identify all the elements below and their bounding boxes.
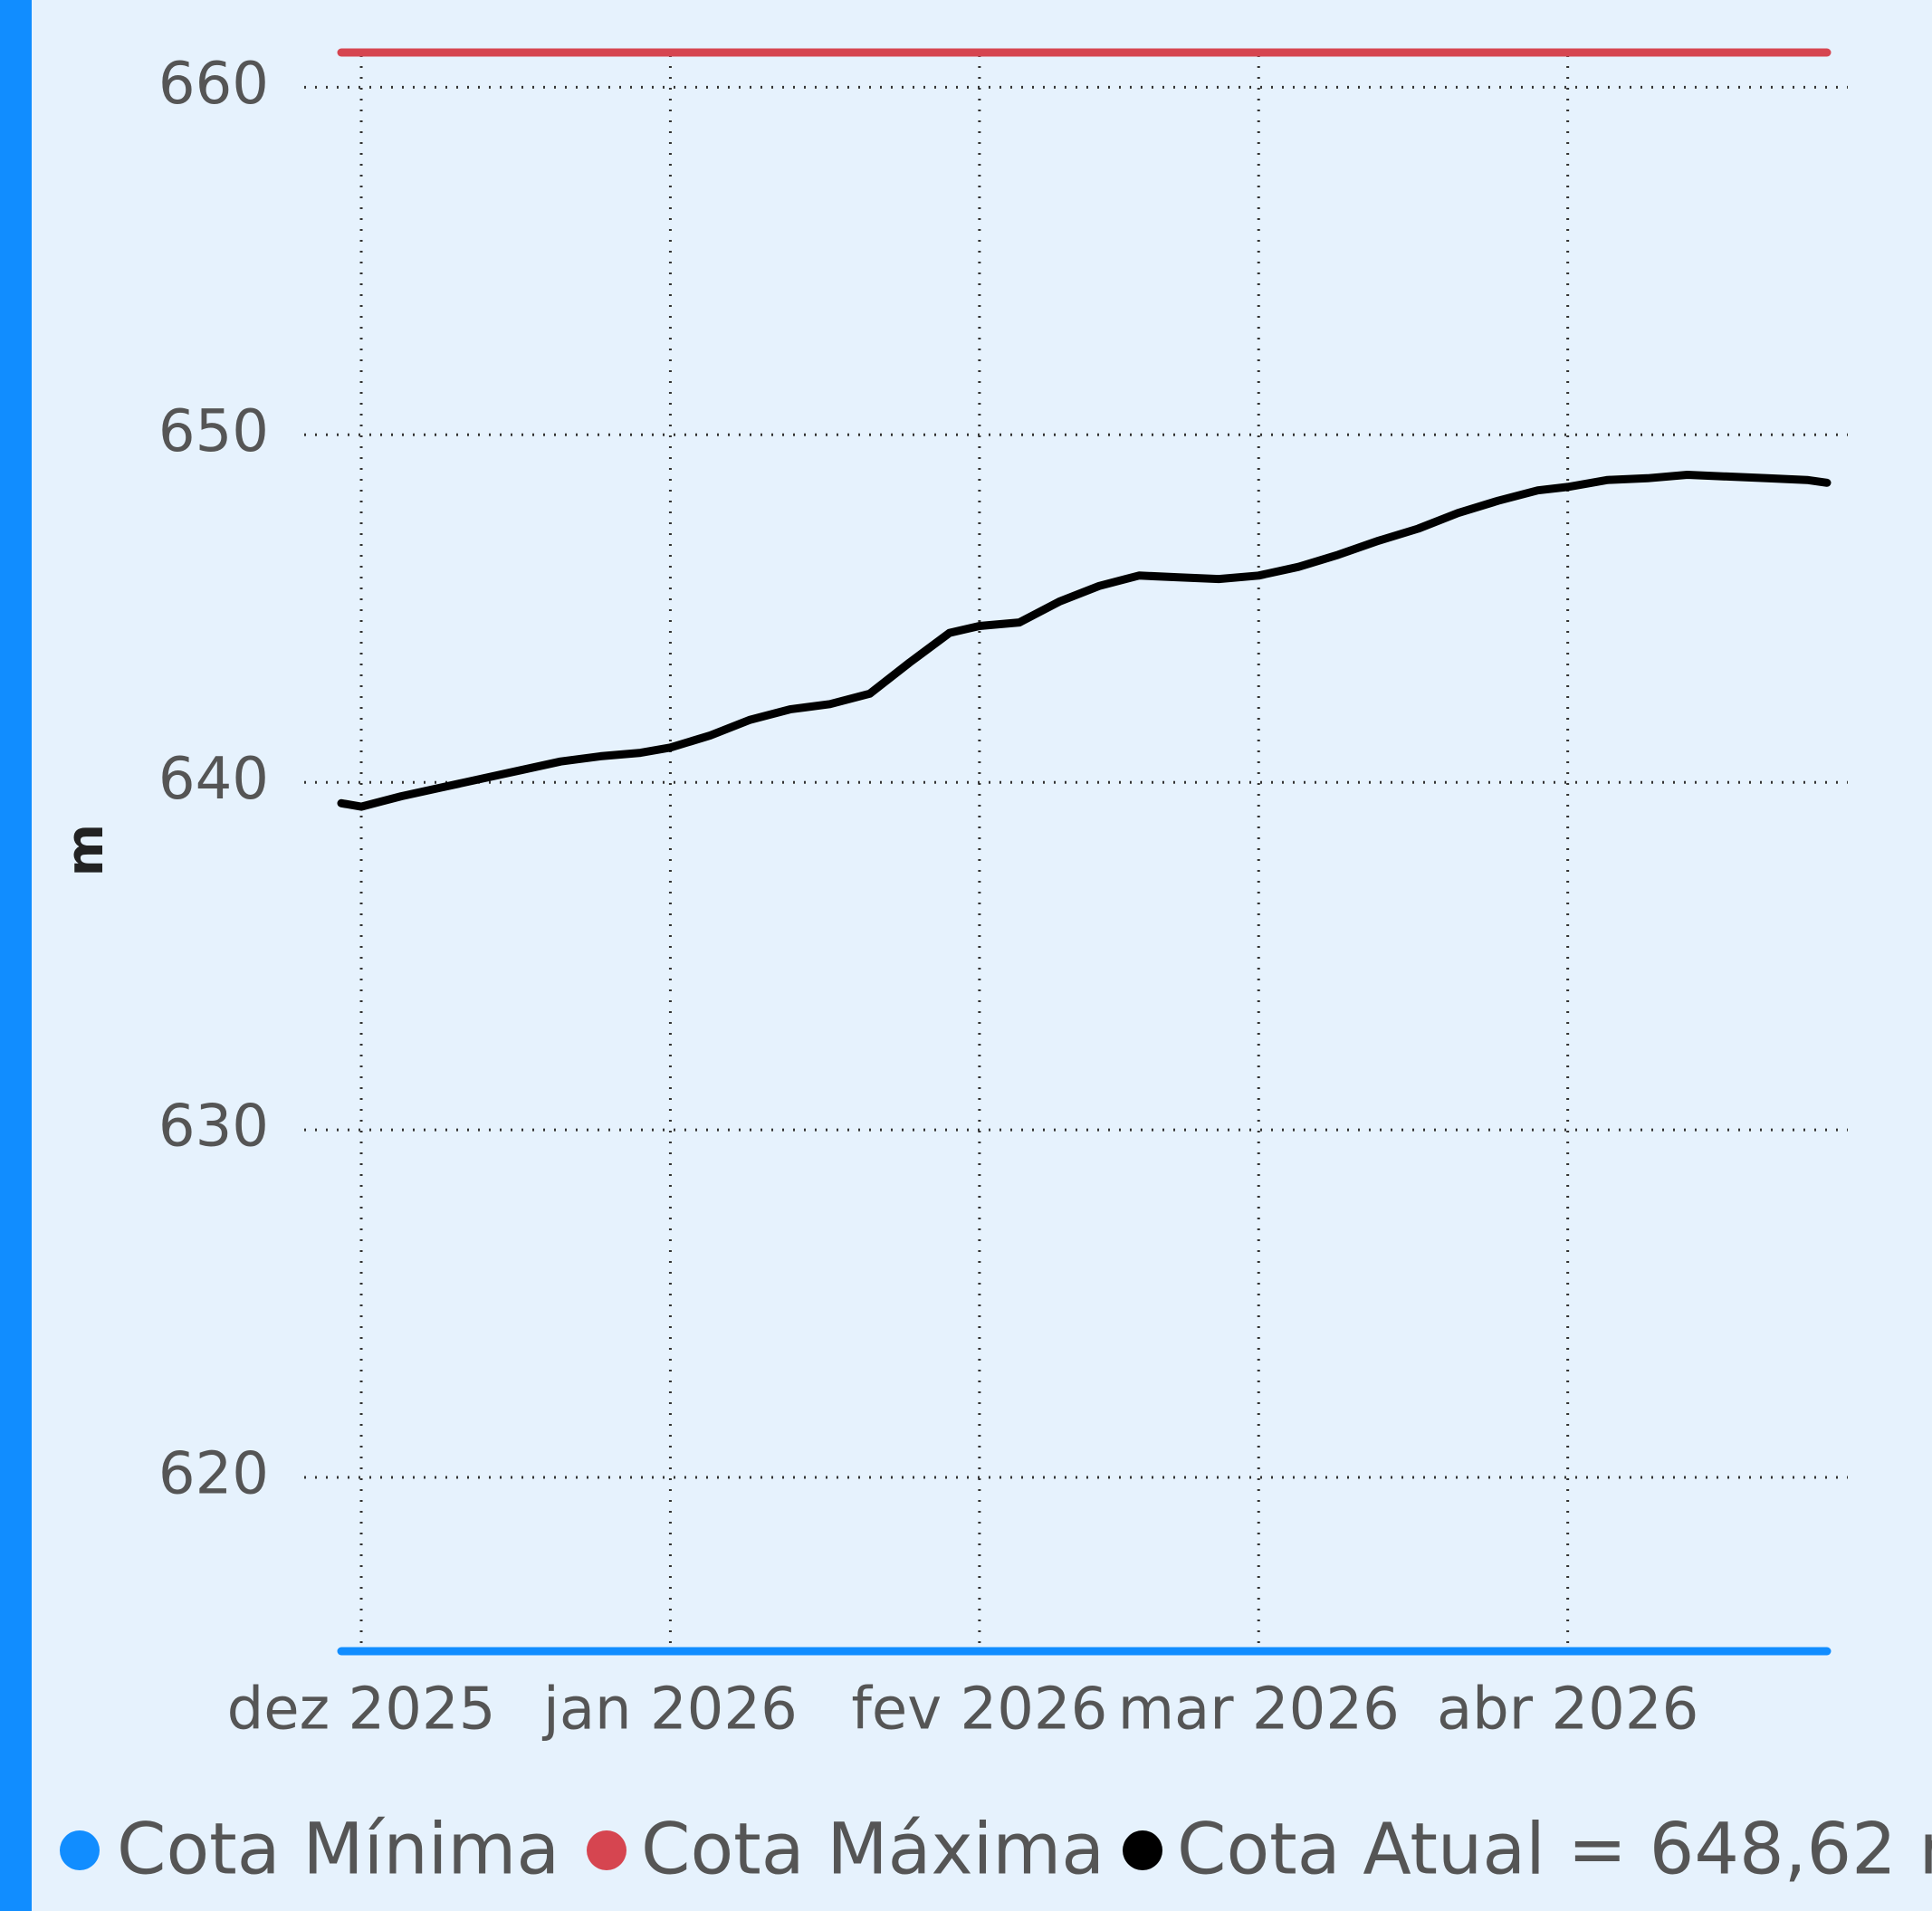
y-tick-label: 650 (158, 398, 269, 465)
x-tick-label: jan 2026 (541, 1677, 798, 1744)
legend-marker (60, 1830, 100, 1870)
x-tick-label: dez 2025 (227, 1677, 496, 1744)
y-axis-title: m (56, 824, 115, 876)
y-tick-label: 620 (158, 1441, 269, 1508)
legend-label: Cota Mínima (117, 1809, 560, 1890)
legend-marker (587, 1830, 626, 1870)
legend-label: Cota Atual = 648,62 m (1177, 1809, 1932, 1890)
x-tick-label: fev 2026 (851, 1677, 1107, 1744)
legend-marker (1123, 1830, 1162, 1870)
series-line (337, 471, 1832, 811)
y-tick-label: 640 (158, 746, 269, 813)
side-stripe (0, 0, 32, 1911)
x-tick-label: mar 2026 (1118, 1677, 1400, 1744)
y-tick-label: 630 (158, 1094, 269, 1161)
y-tick-label: 660 (158, 51, 269, 118)
legend-label: Cota Máxima (641, 1809, 1105, 1890)
x-tick-label: abr 2026 (1437, 1677, 1698, 1744)
